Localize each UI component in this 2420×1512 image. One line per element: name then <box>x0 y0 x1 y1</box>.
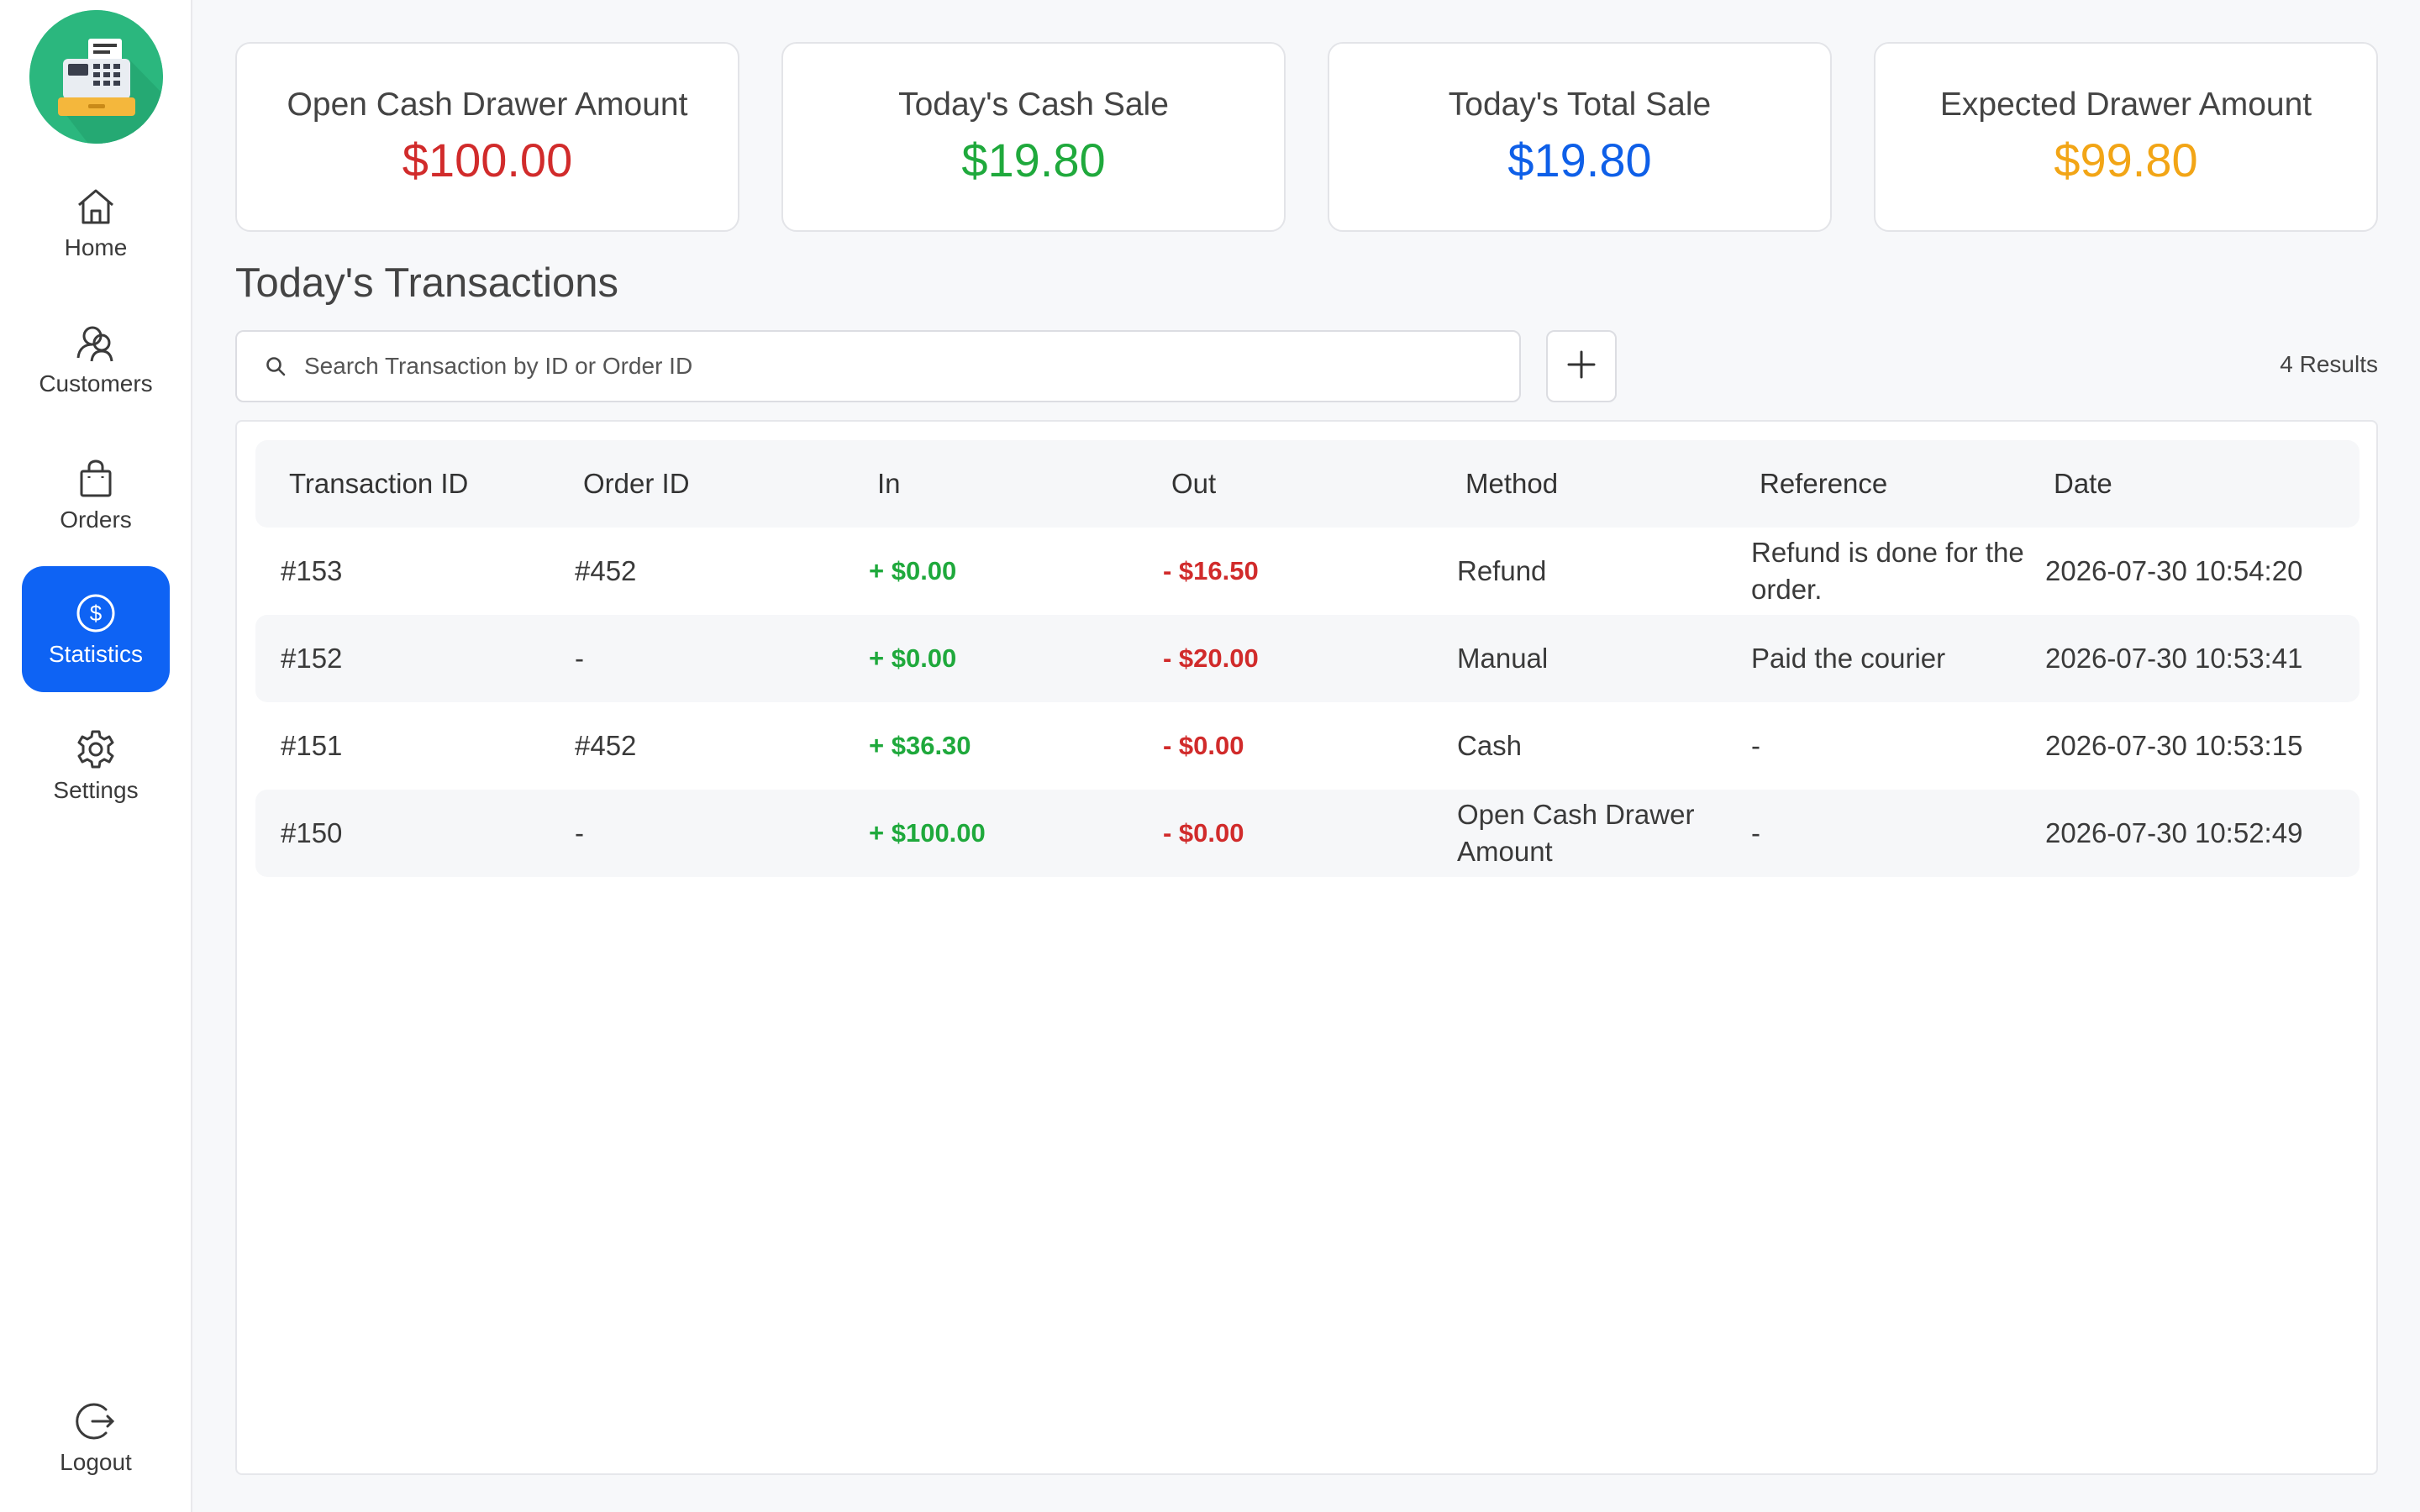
cell-reference: - <box>1751 817 1760 848</box>
column-header-method[interactable]: Method <box>1465 468 1559 499</box>
logout-label: Logout <box>60 1449 132 1475</box>
sidebar-item-settings[interactable]: Settings <box>22 702 170 828</box>
cell-order-id: - <box>575 817 584 848</box>
transactions-table: Transaction ID Order ID In Out Method Re… <box>235 420 2378 1475</box>
cell-out: - $16.50 <box>1163 556 1259 585</box>
sidebar-item-orders[interactable]: Orders <box>22 432 170 558</box>
cell-transaction-id: #153 <box>281 555 343 586</box>
cell-out: - $0.00 <box>1163 818 1244 848</box>
gear-icon <box>72 726 119 773</box>
summary-card-title: Open Cash Drawer Amount <box>287 87 688 123</box>
column-header-in[interactable]: In <box>877 468 901 499</box>
summary-card-open-cash-drawer: Open Cash Drawer Amount $100.00 <box>235 42 739 232</box>
summary-card-expected-drawer: Expected Drawer Amount $99.80 <box>1874 42 2378 232</box>
column-header-reference[interactable]: Reference <box>1760 468 1888 499</box>
cell-date: 2026-07-30 10:52:49 <box>2045 817 2303 848</box>
summary-card-value: $100.00 <box>402 134 573 186</box>
customers-icon <box>72 319 119 366</box>
sidebar-item-home[interactable]: Home <box>22 160 170 286</box>
search-input[interactable] <box>304 353 1481 380</box>
cell-in: + $36.30 <box>869 731 971 760</box>
sidebar-item-label: Home <box>64 234 128 260</box>
cell-transaction-id: #151 <box>281 730 343 761</box>
sidebar-item-label: Customers <box>39 370 153 396</box>
table-row[interactable]: #151 #452 + $36.30 - $0.00 Cash - 2026-0… <box>255 702 2360 790</box>
cell-out: - $0.00 <box>1163 731 1244 760</box>
svg-text:$: $ <box>90 601 103 626</box>
plus-icon <box>1565 348 1598 386</box>
cell-in: + $100.00 <box>869 818 986 848</box>
column-header-out[interactable]: Out <box>1171 468 1217 499</box>
summary-card-total-sale: Today's Total Sale $19.80 <box>1328 42 1832 232</box>
summary-card-cash-sale: Today's Cash Sale $19.80 <box>781 42 1286 232</box>
cell-out: - $20.00 <box>1163 643 1259 673</box>
cell-reference: Paid the courier <box>1751 643 1946 674</box>
search-icon <box>260 351 291 381</box>
sidebar-item-statistics[interactable]: $ Statistics <box>22 566 170 692</box>
table-row[interactable]: #153 #452 + $0.00 - $16.50 Refund Refund… <box>255 528 2360 615</box>
cell-transaction-id: #152 <box>281 643 343 674</box>
summary-card-value: $19.80 <box>1507 134 1652 186</box>
cell-in: + $0.00 <box>869 643 957 673</box>
sidebar-item-customers[interactable]: Customers <box>22 296 170 422</box>
summary-card-title: Today's Total Sale <box>1448 87 1712 123</box>
cell-method: Refund <box>1457 555 1547 586</box>
page-title: Today's Transactions <box>235 260 619 306</box>
cell-reference: - <box>1751 730 1760 761</box>
table-header: Transaction ID Order ID In Out Method Re… <box>255 440 2360 528</box>
cell-method: Cash <box>1457 730 1523 761</box>
summary-card-value: $99.80 <box>2054 134 2198 186</box>
column-header-date[interactable]: Date <box>2054 468 2112 499</box>
sidebar-item-label: Settings <box>53 777 139 803</box>
cell-transaction-id: #150 <box>281 817 343 848</box>
results-count: 4 Results <box>2280 351 2378 377</box>
summary-card-title: Today's Cash Sale <box>898 87 1169 123</box>
sidebar: Home Customers Orders $ Statistics Setti… <box>0 0 192 1512</box>
cell-order-id: - <box>575 643 584 674</box>
cell-order-id: #452 <box>575 555 637 586</box>
cell-date: 2026-07-30 10:53:15 <box>2045 730 2303 761</box>
dollar-circle-icon: $ <box>72 590 119 637</box>
sidebar-item-label: Statistics <box>48 641 144 667</box>
shopping-bag-icon <box>72 455 119 502</box>
column-header-order-id[interactable]: Order ID <box>583 468 690 499</box>
logout-icon <box>72 1398 119 1445</box>
cell-method: Manual <box>1457 643 1549 674</box>
logout-button[interactable]: Logout <box>22 1374 170 1500</box>
cell-reference: Refund is done for the order. <box>1751 537 2024 605</box>
cell-order-id: #452 <box>575 730 637 761</box>
cell-in: + $0.00 <box>869 556 957 585</box>
summary-card-value: $19.80 <box>961 134 1106 186</box>
cell-date: 2026-07-30 10:54:20 <box>2045 555 2303 586</box>
column-header-transaction-id[interactable]: Transaction ID <box>289 468 469 499</box>
home-icon <box>72 183 119 230</box>
table-row[interactable]: #152 - + $0.00 - $20.00 Manual Paid the … <box>255 615 2360 702</box>
cash-register-icon <box>29 10 163 144</box>
sidebar-item-label: Orders <box>60 507 132 533</box>
cell-method: Open Cash Drawer Amount <box>1457 799 1695 867</box>
table-row[interactable]: #150 - + $100.00 - $0.00 Open Cash Drawe… <box>255 790 2360 877</box>
add-transaction-button[interactable] <box>1546 330 1617 402</box>
cell-date: 2026-07-30 10:53:41 <box>2045 643 2303 674</box>
summary-card-title: Expected Drawer Amount <box>1939 87 2312 123</box>
search-box <box>235 330 1521 402</box>
